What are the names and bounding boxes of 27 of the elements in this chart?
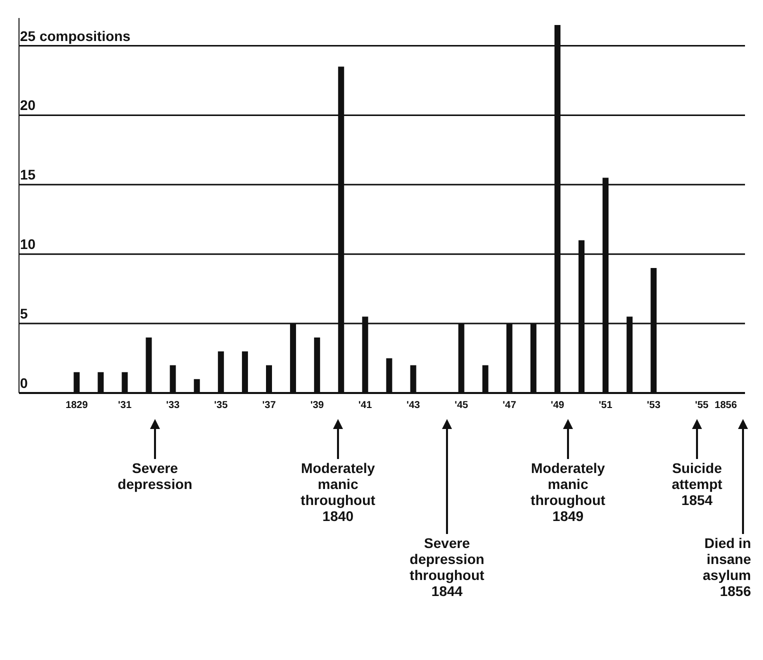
text: Moderately manic throughout 1849	[530, 460, 606, 524]
y-tick-label: 0	[20, 375, 28, 391]
text: Moderately manic throughout 1840	[300, 460, 376, 524]
x-tick-label: '35	[214, 400, 228, 412]
y-tick-label: 25 compositions	[20, 28, 131, 44]
x-tick-label: 1856	[714, 400, 738, 412]
y-tick-label: 20	[20, 97, 36, 114]
x-tick-label: '43	[406, 400, 420, 412]
x-tick-label: '55	[694, 400, 709, 412]
x-tick-label: '31	[118, 400, 132, 412]
x-tick-label: '41	[358, 400, 372, 412]
x-tick-label: 1829	[66, 400, 88, 412]
text: Severe depression throughout 1844	[410, 535, 485, 599]
x-tick-label: '49	[550, 400, 565, 412]
x-tick-label: '47	[502, 400, 517, 412]
x-tick-label: '33	[166, 400, 180, 412]
x-tick-label: '37	[262, 400, 276, 412]
y-tick-label: 5	[20, 306, 28, 322]
text: Severe depression	[118, 460, 192, 492]
y-tick-label: 10	[20, 236, 36, 252]
x-tick-label: '53	[646, 400, 661, 412]
text: Died in insane asylum 1856	[702, 535, 752, 599]
x-tick-label: '45	[454, 400, 469, 412]
x-tick-label: '39	[310, 400, 324, 412]
y-tick-label: 15	[20, 166, 36, 183]
x-tick-label: '51	[598, 400, 613, 412]
text: Suicide attempt 1854	[672, 460, 723, 508]
